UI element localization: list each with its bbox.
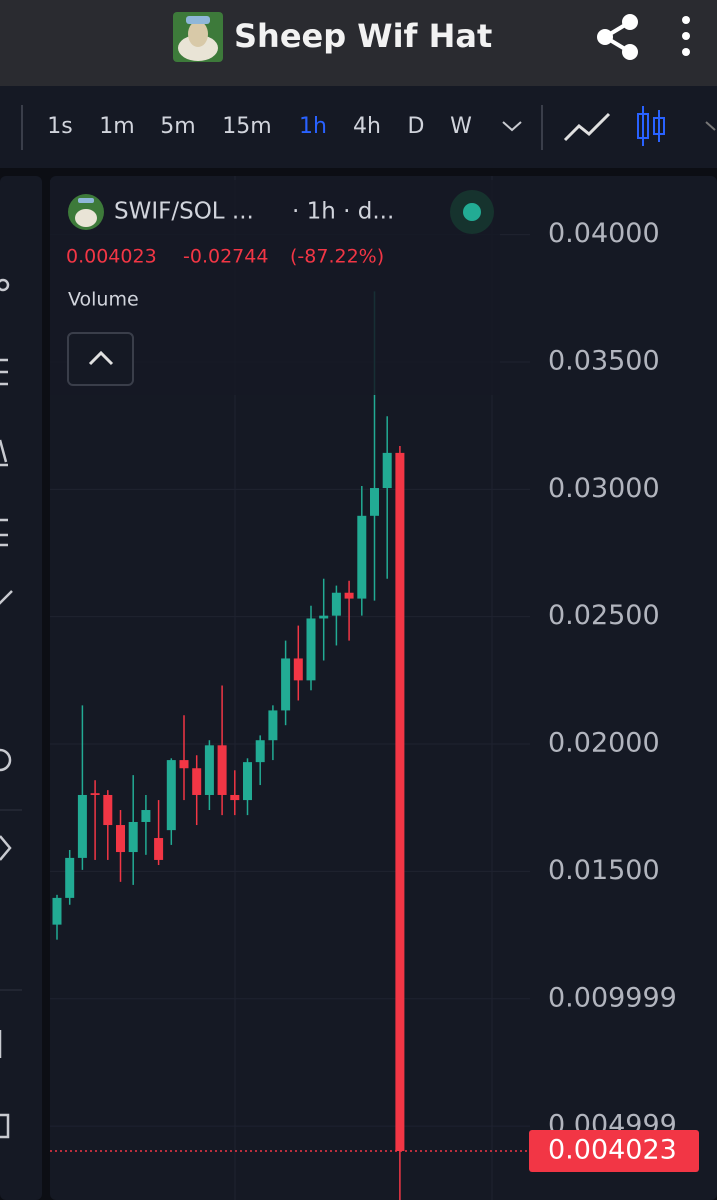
y-tick-label: 0.03000 (548, 473, 660, 504)
candle-body (52, 897, 62, 925)
candle-body (179, 760, 189, 769)
candle-chart-button[interactable] (637, 106, 665, 146)
indicator-label: Volume (68, 289, 139, 311)
collapse-button[interactable] (67, 332, 134, 386)
candle-body (306, 618, 316, 681)
interval-tab[interactable]: 4h (353, 114, 381, 139)
candle-body (395, 452, 405, 1152)
candle-body (243, 762, 252, 801)
more-tools[interactable] (705, 121, 716, 131)
price-axis: 0.04000 0.03500 0.03000 0.02500 0.02000 0.015… (548, 218, 677, 1141)
last-price: 0.004023 (66, 246, 157, 268)
candle-body (192, 768, 202, 795)
candle-body (268, 710, 278, 741)
candle-body (166, 760, 176, 831)
interval-dropdown[interactable] (502, 121, 522, 132)
header-title: Sheep Wif Hat (234, 17, 492, 55)
change: -0.02744 (183, 246, 268, 268)
candles (52, 291, 405, 1200)
menu-button[interactable] (682, 16, 690, 56)
candle-body (77, 794, 87, 858)
candle-body (154, 838, 164, 860)
market-status (463, 203, 481, 221)
y-tick-label: 0.009999 (548, 982, 677, 1013)
interval-tab[interactable]: D (408, 114, 425, 139)
candle-body (230, 794, 240, 801)
candle-body (293, 658, 303, 681)
chart-panel (50, 176, 717, 1200)
interval-tab[interactable]: 1h (299, 114, 327, 139)
symbol: SWIF/SOL ... (114, 199, 254, 225)
interval-label: · 1h · d... (292, 199, 394, 225)
price-label: 0.004023 (548, 1135, 677, 1166)
candle-body (116, 825, 125, 853)
legend-icon (68, 194, 104, 230)
interval-tab[interactable]: 15m (222, 114, 271, 139)
header-bar (0, 0, 717, 86)
candle-body (319, 615, 329, 619)
interval-tab[interactable]: 1m (99, 114, 134, 139)
line-chart-button[interactable] (563, 112, 611, 142)
change-percent: (-87.22%) (290, 246, 384, 268)
candle-body (217, 745, 227, 795)
interval-tab[interactable]: W (450, 114, 472, 139)
candle-body (331, 592, 341, 616)
drawing-sidebar (0, 176, 42, 1200)
interval-tabs: 1s 1m 5m 15m 1h 4h D W (47, 114, 472, 139)
candle-body (141, 810, 151, 822)
candle-body (128, 821, 138, 853)
candle-body (255, 740, 265, 763)
y-tick-label: 0.02500 (548, 600, 660, 631)
interval-tab[interactable]: 5m (160, 114, 195, 139)
y-tick-label: 0.02000 (548, 728, 660, 759)
price-label-box (529, 1130, 699, 1173)
interval-tab[interactable]: 1s (47, 114, 72, 139)
candle-body (65, 857, 75, 898)
candle-body (370, 488, 379, 516)
candle-body (357, 515, 367, 599)
sidebar-icons (0, 278, 13, 1139)
candle-body (344, 592, 354, 599)
collapse-chevron (88, 350, 114, 366)
y-tick-label: 0.04000 (548, 218, 660, 249)
candle-body (90, 793, 100, 795)
y-tick-label: 0.03500 (548, 345, 660, 376)
candle-body (103, 794, 113, 826)
candle-body (382, 452, 392, 489)
token-icon (173, 12, 223, 62)
candle-body (281, 658, 291, 711)
share-button[interactable] (597, 14, 638, 60)
y-tick-label: 0.01500 (548, 855, 660, 886)
last-price-marker: 0.004023 (50, 1130, 699, 1173)
candle-body (204, 745, 214, 795)
